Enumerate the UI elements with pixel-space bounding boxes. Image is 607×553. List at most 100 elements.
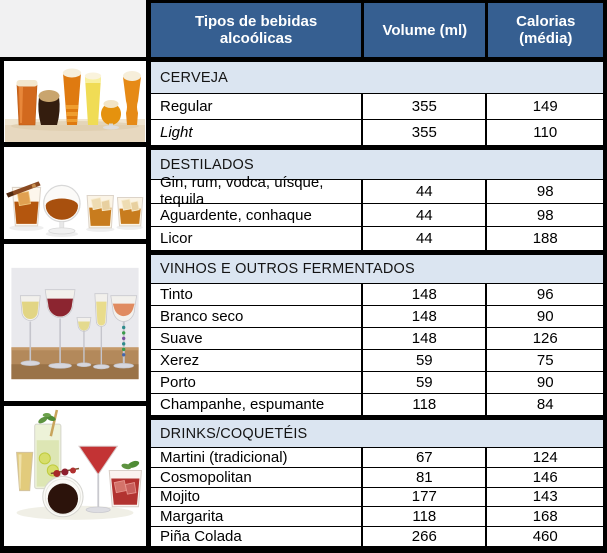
- dark-cocktail-glass: [42, 467, 84, 518]
- column-header-calories: Calorias (média): [485, 3, 603, 57]
- shot-glass: [16, 451, 34, 492]
- champagne-flute: [93, 293, 110, 370]
- cell-name: Martini (tradicional): [160, 448, 288, 466]
- section-destilados: DESTILADOS Gin, rum, vodca, uísque, tequ…: [151, 150, 603, 251]
- weizen-glass: [123, 71, 141, 125]
- cell-name: Tinto: [160, 286, 193, 303]
- cell-calories: 143: [485, 487, 603, 507]
- table-row: Tinto 148 96: [151, 283, 603, 305]
- wine-glasses-photo: [11, 267, 139, 380]
- spirits-glasses-photo: [6, 181, 144, 237]
- table-row: Gin, rum, vodca, uísque, tequila 44 98: [151, 174, 603, 209]
- cell-calories: 168: [485, 507, 603, 527]
- snifter-beer-glass: [101, 100, 121, 130]
- cell-name: Light: [160, 124, 193, 141]
- drink-images-column: [0, 57, 150, 553]
- cell-calories: 75: [485, 350, 603, 371]
- cell-volume: 355: [361, 94, 485, 119]
- cell-volume: 148: [361, 284, 485, 305]
- red-wine-glass: [44, 289, 76, 369]
- section-drinks: DRINKS/COQUETÉIS Martini (tradicional) 6…: [151, 420, 603, 546]
- cell-name: Champanhe, espumante: [160, 396, 325, 413]
- cell-volume: 148: [361, 306, 485, 327]
- table-row: Aguardente, conhaque 44 98: [151, 202, 603, 227]
- table-row: Mojito 177 143: [151, 486, 603, 507]
- cell-name: Aguardente, conhaque: [160, 206, 312, 224]
- cell-volume: 59: [361, 372, 485, 393]
- corner-spacer: [0, 0, 146, 57]
- cell-name: Margarita: [160, 508, 224, 526]
- cell-name: Branco seco: [160, 308, 244, 325]
- white-wine-glass: [19, 295, 41, 366]
- cell-name: Cosmopolitan: [160, 468, 252, 486]
- cell-calories: 188: [485, 227, 603, 251]
- table-row: Martini (tradicional) 67 124: [151, 447, 603, 467]
- section-vinhos: VINHOS E OUTROS FERMENTADOS Tinto 148 96…: [151, 255, 603, 415]
- column-header-volume: Volume (ml): [361, 3, 485, 57]
- sherry-glass: [76, 317, 92, 368]
- table-row: Cosmopolitan 81 146: [151, 466, 603, 487]
- cell-calories: 90: [485, 306, 603, 327]
- spirits-image-cell: [4, 147, 146, 239]
- whisky-rocks-glass-2: [116, 197, 144, 227]
- cell-calories: 98: [485, 180, 603, 203]
- beer-glasses-photo: [5, 68, 145, 142]
- cell-volume: 67: [361, 448, 485, 467]
- table-row: Suave 148 126: [151, 327, 603, 349]
- cell-volume: 118: [361, 394, 485, 415]
- cell-calories: 146: [485, 467, 603, 487]
- cell-calories: 110: [485, 120, 603, 145]
- cell-name: Mojito: [160, 488, 201, 506]
- pilsner-glass: [62, 68, 82, 125]
- whisky-glass-with-cigar: [6, 181, 42, 227]
- table-row: Branco seco 148 90: [151, 305, 603, 327]
- cell-volume: 44: [361, 203, 485, 227]
- table-row: Regular 355 149: [151, 93, 603, 119]
- cell-volume: 355: [361, 120, 485, 145]
- stout-glass: [38, 90, 60, 125]
- cell-name: Porto: [160, 374, 196, 391]
- cell-calories: 460: [485, 527, 603, 546]
- cell-name: Licor: [160, 230, 193, 248]
- table-row: Light 355 110: [151, 119, 603, 145]
- table-row: Porto 59 90: [151, 371, 603, 393]
- red-martini-glass: [78, 445, 119, 513]
- cell-volume: 148: [361, 328, 485, 349]
- cell-name: Gin, rum, vodca, uísque, tequila: [160, 174, 324, 209]
- column-header-type: Tipos de bebidas alcoólicas: [194, 13, 318, 47]
- cell-calories: 124: [485, 448, 603, 467]
- beer-image-cell: [4, 61, 146, 142]
- category-row: DRINKS/COQUETÉIS: [151, 420, 603, 447]
- brandy-snifter: [43, 184, 81, 235]
- cell-calories: 96: [485, 284, 603, 305]
- cocktails-image-cell: [4, 406, 146, 546]
- cell-calories: 126: [485, 328, 603, 349]
- cell-name: Piña Colada: [160, 528, 242, 546]
- table-row: Licor 44 188: [151, 226, 603, 251]
- table-row: Margarita 118 168: [151, 506, 603, 527]
- calories-table: Tipos de bebidas alcoólicas Volume (ml) …: [146, 0, 607, 553]
- cell-calories: 149: [485, 94, 603, 119]
- cell-volume: 177: [361, 487, 485, 507]
- pale-lager-glass: [84, 72, 102, 125]
- table-row: Xerez 59 75: [151, 349, 603, 371]
- section-cerveja: CERVEJA Regular 355 149 Light 355 110: [151, 62, 603, 145]
- cell-calories: 90: [485, 372, 603, 393]
- cell-calories: 84: [485, 394, 603, 415]
- wine-image-cell: [4, 244, 146, 401]
- cell-volume: 44: [361, 180, 485, 203]
- category-row: CERVEJA: [151, 62, 603, 93]
- category-row: VINHOS E OUTROS FERMENTADOS: [151, 255, 603, 283]
- cell-volume: 118: [361, 507, 485, 527]
- cocktails-photo: [16, 409, 143, 520]
- cell-name: Regular: [160, 98, 213, 115]
- table-row: Champanhe, espumante 118 84: [151, 393, 603, 415]
- cell-volume: 81: [361, 467, 485, 487]
- rose-wine-glass: [110, 295, 138, 369]
- pint-glass: [16, 80, 38, 126]
- table-header-row: Tipos de bebidas alcoólicas Volume (ml) …: [151, 3, 603, 57]
- cell-name: Xerez: [160, 352, 200, 369]
- cell-name: Suave: [160, 330, 203, 347]
- cell-calories: 98: [485, 203, 603, 227]
